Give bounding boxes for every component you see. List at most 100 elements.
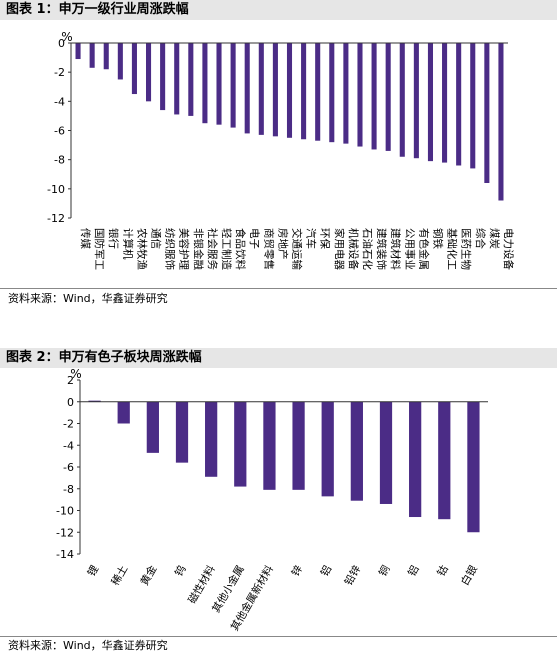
bar-20: [343, 43, 349, 144]
y-tick-label: -6: [63, 461, 74, 474]
x-tick-label: 纺织服饰: [164, 228, 177, 270]
x-tick-label: 家用电器: [333, 228, 346, 270]
chart-2-title: 图表 2：申万有色子板块周涨跌幅: [0, 348, 557, 368]
x-tick-label: 铅锌: [342, 563, 364, 588]
x-tick-label: 有色金属: [417, 228, 430, 270]
bar-12: [409, 401, 422, 518]
bar-8: [174, 43, 180, 115]
y-tick-label: -10: [56, 505, 74, 518]
x-tick-label: 锂: [85, 563, 102, 579]
bar-13: [438, 401, 451, 520]
bar-7: [160, 43, 166, 111]
bar-3: [103, 43, 109, 70]
y-unit-label: %: [70, 367, 81, 381]
x-tick-label: 社会服务: [206, 228, 219, 270]
bar-27: [442, 43, 448, 163]
x-tick-label: 非银金融: [192, 228, 205, 270]
bar-21: [357, 43, 363, 147]
y-tick-label: 0: [58, 37, 65, 50]
bar-26: [427, 43, 434, 162]
x-tick-label: 钢铁: [431, 228, 444, 249]
x-tick-label: 磁性材料: [185, 563, 218, 606]
bar-29: [470, 43, 476, 169]
x-tick-label: 铝: [318, 563, 335, 579]
chart-panel-2: 图表 2：申万有色子板块周涨跌幅 2 0 -2 -4 -6 -8 -10 -12 -14% 锂稀土…: [0, 345, 557, 653]
y-tick-label: -10: [47, 183, 65, 196]
x-tick-label: 汽车: [305, 228, 318, 249]
bar-1: [75, 43, 81, 60]
x-tick-label: 美容护理: [178, 228, 191, 270]
bar-1: [88, 400, 101, 402]
x-tick-label: 通信: [150, 228, 162, 249]
bar-11: [379, 401, 393, 504]
bar-14: [467, 401, 480, 533]
bar-9: [188, 43, 194, 116]
x-tick-label: 建筑装饰: [375, 228, 388, 270]
bar-25: [413, 43, 419, 159]
x-tick-label: 铜: [377, 564, 393, 579]
x-tick-label: 白银: [458, 563, 480, 588]
bar-17: [301, 43, 307, 140]
x-tick-label: 钴: [435, 563, 451, 579]
x-tick-label: 商贸零售: [262, 228, 275, 270]
x-tick-label: 钨: [172, 563, 189, 579]
bar-18: [315, 43, 321, 141]
bar-12: [230, 43, 236, 128]
bar-9: [321, 401, 334, 497]
bar-16: [286, 43, 293, 138]
y-tick-label: -6: [54, 125, 65, 138]
x-tick-label: 计算机: [121, 228, 134, 260]
y-tick-label: 0: [67, 396, 74, 409]
y-tick-label: -8: [54, 154, 65, 167]
y-unit-label: %: [61, 30, 72, 44]
y-tick-label: -12: [47, 212, 65, 225]
x-tick-label: 基础化工: [446, 228, 459, 270]
bar-11: [216, 43, 222, 125]
y-tick-label: -4: [63, 439, 74, 452]
bar-5: [205, 401, 218, 477]
chart-2-svg: 20-2-4-6-8-10-12-14%锂 稀土 黄金 钨磁性材料其他小金属其他金属新…: [56, 367, 488, 633]
bar-10: [350, 401, 363, 501]
x-tick-label: 石油石化: [361, 228, 374, 270]
y-tick-label: -4: [54, 95, 65, 108]
y-tick-label: -14: [56, 548, 74, 561]
x-tick-label: 黄金: [138, 563, 160, 588]
chart-1-svg: 0 -2 -4 -6 -8 -10 -12% 传媒 国防军工 银行 计算机 农林牧渔 通信 纺织服饰 美容护…: [47, 30, 515, 270]
chart-1-source: 资料来源：Wind，华鑫证券研究: [8, 292, 168, 305]
bar-2: [117, 401, 130, 424]
x-tick-label: 食品饮料: [234, 228, 247, 270]
chart-2-divider: [0, 636, 557, 637]
bar-8: [292, 401, 305, 490]
chart-2-source: 资料来源：Wind，华鑫证券研究: [8, 639, 168, 652]
chart-1-divider: [0, 288, 557, 289]
x-tick-label: 医药生物: [460, 228, 473, 270]
x-tick-label: 稀土: [109, 563, 131, 588]
bar-6: [145, 43, 152, 102]
x-tick-label: 交通运输: [291, 228, 304, 270]
x-tick-label: 房地产: [276, 228, 289, 260]
chart-1-title: 图表 1：申万一级行业周涨跌幅: [0, 0, 557, 20]
y-tick-label: -12: [56, 526, 74, 539]
bar-31: [498, 43, 504, 201]
x-tick-label: 轻工制造: [220, 228, 233, 270]
bar-4: [175, 401, 189, 463]
x-tick-label: 公用事业: [403, 228, 416, 270]
y-tick-label: -2: [63, 418, 74, 431]
bar-7: [263, 401, 276, 490]
x-tick-label: 传媒: [79, 228, 92, 249]
bar-14: [258, 43, 264, 135]
bar-28: [456, 43, 462, 166]
bar-13: [244, 43, 250, 134]
bar-30: [484, 43, 490, 183]
x-tick-label: 煤炭: [488, 228, 501, 249]
bar-5: [131, 43, 137, 95]
bar-2: [89, 43, 95, 68]
x-tick-label: 建筑材料: [389, 228, 402, 270]
x-tick-label: 机械设备: [347, 228, 360, 270]
x-tick-label: 银行: [107, 228, 120, 249]
bar-6: [234, 401, 247, 487]
chart-panel-1: 图表 1：申万一级行业周涨跌幅 0 -2 -4 -6 -8 -10 -12% 传媒 国防军工 银行…: [0, 0, 557, 310]
bar-22: [371, 43, 377, 150]
x-tick-label: 环保: [319, 228, 332, 249]
x-tick-label: 电子: [248, 228, 261, 249]
